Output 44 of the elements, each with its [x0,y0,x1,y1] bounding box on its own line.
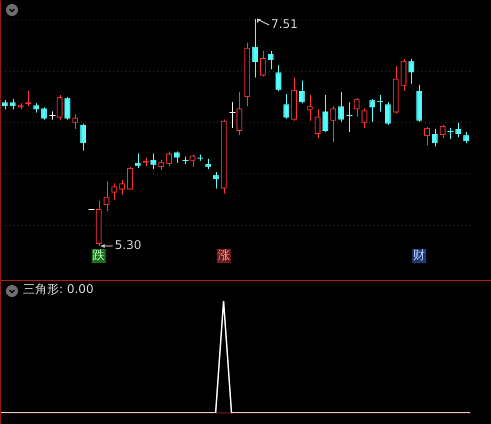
candlestick [338,91,344,122]
candlestick [463,131,470,144]
candlestick [408,58,414,84]
candlestick [111,182,118,200]
candlestick [346,102,353,132]
text: 跌 [92,248,105,262]
candlestick [236,91,242,136]
candlestick [268,50,274,70]
candlestick [447,127,454,140]
annotation: 7.51 [271,17,298,32]
chart-title: 三角形: 0.00 [23,282,94,296]
candlestick [400,58,406,92]
candlestick [369,98,376,122]
candlestick [80,123,86,151]
candlestick [104,180,110,212]
candlestick [205,158,212,170]
text: 财 [413,248,426,262]
candlestick [354,98,360,118]
candlestick [190,154,196,168]
annotation: 5.30 [114,238,142,252]
candlestick [2,100,8,110]
candlestick [150,153,156,170]
candlestick [314,108,321,139]
candlestick [119,180,126,196]
candlestick [127,166,133,190]
candlestick [56,94,63,120]
candlestick [64,96,70,120]
candlestick [213,172,219,189]
candlestick [322,94,328,132]
candlestick [166,151,172,166]
text: 涨 [218,248,230,262]
candlestick [229,102,236,128]
candlestick [260,50,266,78]
candlestick [276,64,282,92]
candlestick [362,108,368,128]
candlestick [41,106,47,120]
candlestick [384,102,391,126]
candlestick [10,98,16,110]
candlestick [174,151,180,164]
candlestick [33,102,40,113]
candlestick [182,156,189,164]
candlestick [299,80,305,104]
candlestick [25,90,32,107]
candlestick [432,128,438,147]
